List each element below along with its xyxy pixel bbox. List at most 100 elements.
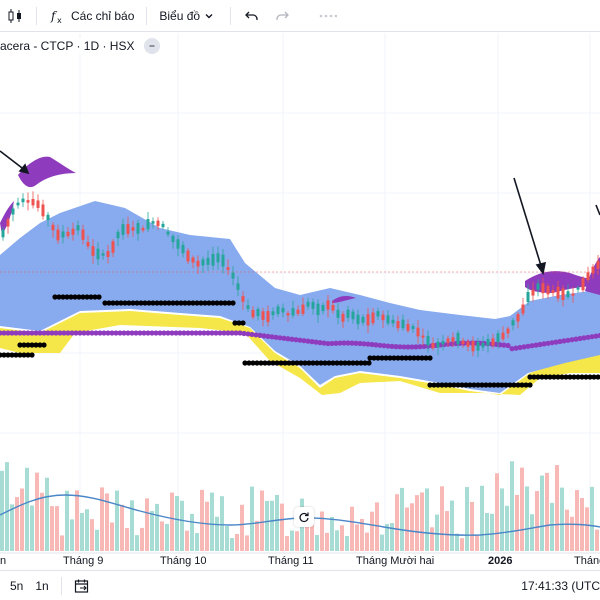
legend-collapse-button[interactable]	[144, 38, 161, 54]
black-dot	[346, 360, 352, 366]
candle-body	[506, 328, 510, 334]
volume-bar	[450, 500, 454, 551]
minus-icon	[149, 45, 155, 47]
purple-dot	[305, 338, 311, 344]
candle-body	[476, 341, 480, 351]
black-dot	[182, 300, 188, 306]
volume-bar	[305, 523, 309, 551]
black-dot	[214, 300, 220, 306]
volume-bar	[540, 475, 544, 551]
candle-body	[526, 292, 530, 302]
clock-display[interactable]: 17:41:33 (UTC	[521, 571, 600, 600]
candle-body	[491, 338, 495, 346]
black-dot	[5, 352, 11, 358]
purple-dot	[545, 340, 551, 346]
purple-dot	[125, 330, 131, 336]
black-dot	[80, 294, 86, 300]
black-dot	[310, 360, 316, 366]
volume-bar	[410, 503, 414, 551]
volume-bar	[155, 503, 159, 551]
candle-body	[266, 311, 270, 323]
black-dot	[178, 300, 184, 306]
black-dot	[130, 300, 136, 306]
purple-dot	[141, 330, 147, 336]
candle-body	[551, 290, 555, 294]
purple-dot	[269, 334, 275, 340]
black-dot	[92, 294, 98, 300]
volume-bar	[65, 490, 69, 551]
purple-dot	[93, 330, 99, 336]
purple-dot	[529, 343, 535, 349]
candle-body	[236, 283, 240, 290]
black-dot	[475, 382, 481, 388]
redo-button[interactable]	[267, 2, 297, 30]
undo-button[interactable]	[237, 2, 267, 30]
candle-body	[261, 311, 265, 320]
chart-pane[interactable]: acera - CTCP · 1D · HSX	[0, 33, 600, 570]
candle-body	[196, 260, 200, 267]
purple-dot	[153, 330, 159, 336]
purple-dot	[309, 339, 315, 345]
range-5n-button[interactable]: 5n	[10, 578, 24, 593]
volume-bar	[545, 472, 549, 551]
chart-type-button[interactable]: Biểu đồ	[153, 2, 224, 30]
volume-bar	[80, 513, 84, 551]
candle-body	[501, 332, 505, 340]
candle-body	[336, 309, 340, 318]
chart-style-button[interactable]	[0, 2, 30, 30]
candle-body	[591, 266, 595, 274]
range-1n-button[interactable]: 1n	[35, 578, 49, 593]
purple-dot	[285, 336, 291, 342]
go-to-date-button[interactable]	[68, 574, 96, 598]
reset-chart-button[interactable]	[294, 507, 314, 527]
candle-body	[496, 333, 500, 343]
volume-bars	[0, 461, 599, 551]
black-dot	[170, 300, 176, 306]
black-dot	[52, 294, 58, 300]
black-dot	[427, 382, 433, 388]
candle-body	[101, 253, 105, 256]
purple-dot	[329, 340, 335, 347]
black-dot	[579, 374, 585, 380]
purple-dot	[357, 340, 363, 347]
volume-bar	[515, 494, 519, 551]
purple-dot	[349, 340, 355, 346]
volume-bar	[565, 509, 569, 551]
candle-body	[296, 309, 300, 314]
candle-body	[256, 309, 260, 317]
black-dot	[102, 300, 108, 306]
candle-body	[446, 338, 450, 343]
black-dot	[150, 300, 156, 306]
purple-dot	[401, 344, 407, 350]
black-dot	[338, 360, 344, 366]
candle-body	[131, 227, 135, 231]
black-dot	[350, 360, 356, 366]
volume-bar	[365, 532, 369, 551]
candle-body	[191, 257, 195, 263]
layout-button[interactable]	[313, 2, 343, 30]
purple-dot	[97, 330, 103, 336]
volume-bar	[485, 512, 489, 551]
candle-body	[146, 219, 150, 230]
candle-body	[216, 253, 220, 263]
purple-dot	[397, 344, 403, 350]
volume-bar	[350, 506, 354, 551]
candle-body	[6, 219, 10, 227]
volume-bar	[110, 522, 114, 551]
symbol-legend: acera - CTCP · 1D · HSX	[0, 38, 165, 54]
volume-bar	[210, 492, 214, 551]
candles	[1, 191, 600, 357]
purple-dot	[301, 338, 307, 344]
toolbar-divider	[60, 576, 62, 595]
purple-dot	[557, 338, 563, 345]
black-dot	[162, 300, 168, 306]
volume-bar	[465, 487, 469, 551]
volume-bar	[120, 504, 124, 551]
purple-dot	[405, 344, 411, 350]
reset-icon	[299, 512, 309, 523]
volume-bar	[480, 485, 484, 551]
purple-dot	[525, 343, 531, 349]
candle-body	[16, 202, 20, 206]
candle-body	[61, 231, 65, 238]
